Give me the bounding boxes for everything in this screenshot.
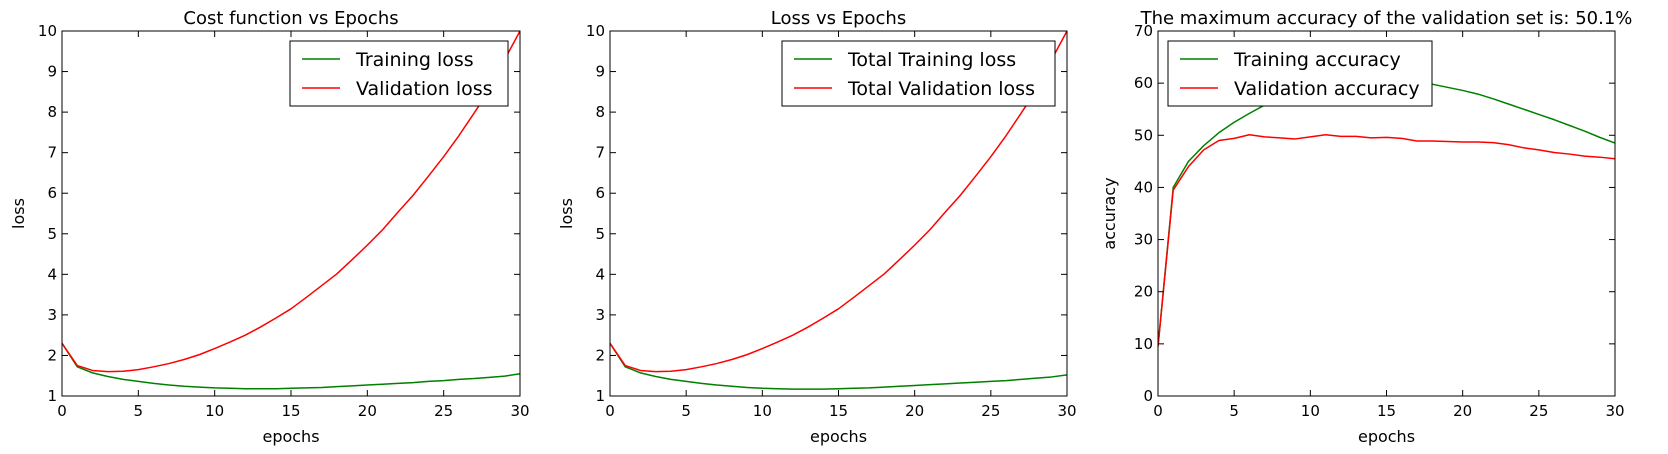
y-axis-label: loss: [9, 198, 28, 229]
y-tick-label: 1: [47, 387, 57, 405]
x-tick-label: 20: [358, 402, 377, 420]
x-tick-label: 15: [281, 402, 300, 420]
legend-label-2: Validation accuracy: [1234, 78, 1420, 100]
chart-title: Cost function vs Epochs: [183, 8, 398, 29]
y-tick-label: 6: [595, 184, 605, 202]
y-tick-label: 10: [38, 22, 57, 40]
x-tick-label: 5: [134, 402, 144, 420]
series-line-1: [610, 342, 1067, 390]
x-tick-label: 25: [1529, 402, 1548, 420]
y-tick-label: 6: [47, 184, 57, 202]
y-axis-label: accuracy: [1100, 177, 1119, 249]
y-tick-label: 9: [47, 63, 57, 81]
x-tick-label: 30: [510, 402, 529, 420]
x-tick-label: 25: [434, 402, 453, 420]
y-tick-label: 10: [1134, 335, 1153, 353]
legend-label-1: Training loss: [355, 49, 474, 71]
y-tick-label: 7: [595, 144, 605, 162]
x-tick-label: 20: [1453, 402, 1472, 420]
legend: Training accuracy Validation accuracy: [1167, 40, 1433, 107]
legend: Total Training loss Total Validation loss: [781, 40, 1056, 107]
x-axis-label: epochs: [262, 427, 319, 446]
series-line-1: [1158, 76, 1615, 347]
chart-title: Loss vs Epochs: [771, 8, 906, 29]
series-line-2: [62, 31, 520, 373]
y-tick-label: 10: [586, 22, 605, 40]
y-tick-label: 3: [47, 306, 57, 324]
legend-label-2: Validation loss: [356, 78, 493, 100]
x-tick-label: 10: [753, 402, 772, 420]
y-axis-label: loss: [557, 198, 576, 229]
chart-title: The maximum accuracy of the validation s…: [1140, 8, 1633, 29]
chart-panel-2: 0 5 10 15 20 25 30 1 2 3 4 5 6 7 8 9 10 Loss vs Epochs epo…: [557, 8, 1077, 446]
y-tick-label: 30: [1134, 231, 1153, 249]
y-tick-label: 20: [1134, 283, 1153, 301]
y-tick-label: 40: [1134, 178, 1153, 196]
y-tick-label: 3: [595, 306, 605, 324]
x-axis-label: epochs: [810, 427, 867, 446]
y-tick-label: 9: [595, 63, 605, 81]
x-tick-label: 5: [681, 402, 691, 420]
y-tick-label: 2: [47, 346, 57, 364]
x-tick-label: 15: [829, 402, 848, 420]
y-tick-label: 5: [47, 225, 57, 243]
x-tick-label: 5: [1229, 402, 1239, 420]
y-tick-label: 8: [47, 103, 57, 121]
y-tick-label: 60: [1134, 74, 1153, 92]
y-tick-label: 4: [47, 265, 57, 283]
legend-label-2: Total Validation loss: [847, 78, 1035, 100]
y-tick-label: 8: [595, 103, 605, 121]
x-tick-label: 10: [1301, 402, 1320, 420]
x-tick-label: 20: [905, 402, 924, 420]
x-tick-label: 10: [205, 402, 224, 420]
chart-panel-1: 0 5 10 15 20 25 30 1 2 3 4 5 6 7 8 9 10 Cost function vs …: [9, 8, 530, 446]
legend-label-1: Training accuracy: [1233, 49, 1401, 71]
y-tick-label: 0: [1143, 387, 1153, 405]
x-tick-label: 30: [1605, 402, 1624, 420]
y-tick-label: 5: [595, 225, 605, 243]
y-tick-label: 4: [595, 265, 605, 283]
y-tick-label: 50: [1134, 126, 1153, 144]
x-tick-label: 0: [605, 402, 615, 420]
x-tick-label: 30: [1057, 402, 1076, 420]
legend-box: [781, 40, 1056, 107]
series-line-2: [610, 31, 1067, 373]
x-tick-label: 25: [981, 402, 1000, 420]
x-axis-label: epochs: [1358, 427, 1415, 446]
x-tick-label: 0: [57, 402, 67, 420]
legend-box: [1167, 40, 1433, 107]
series-line-2: [1158, 134, 1615, 347]
y-tick-label: 70: [1134, 22, 1153, 40]
x-tick-label: 0: [1153, 402, 1163, 420]
y-tick-label: 7: [47, 144, 57, 162]
legend-box: [289, 40, 509, 107]
legend: Training loss Validation loss: [289, 40, 509, 107]
x-tick-label: 15: [1377, 402, 1396, 420]
y-tick-label: 2: [595, 346, 605, 364]
y-tick-label: 1: [595, 387, 605, 405]
legend-label-1: Total Training loss: [847, 49, 1016, 71]
series-line-1: [62, 342, 520, 390]
